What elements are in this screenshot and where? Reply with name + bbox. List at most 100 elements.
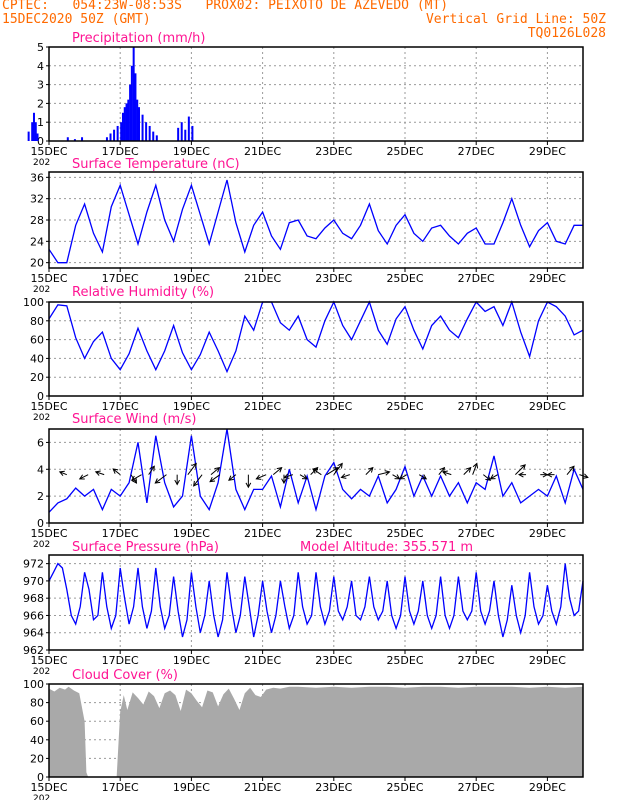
wind-arrow-head	[384, 470, 391, 476]
wind-arrow-head	[582, 473, 589, 479]
y-tick-label: 60	[30, 715, 44, 728]
x-tick-label: 29DEC	[529, 272, 566, 285]
y-tick-label: 964	[23, 627, 44, 640]
y-tick-label: 4	[37, 463, 44, 476]
wind-arrow-head	[472, 462, 479, 469]
x-tick-label: 19DEC	[173, 145, 210, 158]
panel-title: Precipitation (mm/h)	[72, 31, 205, 46]
y-tick-label: 0	[37, 135, 44, 148]
wind-arrow-head	[337, 462, 343, 469]
y-tick-label: 1	[37, 116, 44, 129]
y-tick-label: 100	[23, 296, 44, 309]
wind-arrow	[95, 471, 105, 476]
x-tick-label: 23DEC	[315, 781, 352, 794]
precip-bar	[138, 107, 140, 141]
wind-arrow-head	[112, 468, 119, 474]
precip-bar	[121, 112, 124, 141]
precip-bar	[120, 122, 123, 141]
y-tick-label: 36	[30, 171, 44, 184]
wind-arrow	[399, 474, 408, 480]
wind-arrow	[378, 471, 390, 476]
x-tick-label: 21DEC	[244, 781, 281, 794]
precip-bar	[177, 127, 180, 141]
header-model: TQ0126L028	[527, 26, 606, 41]
wind-arrow-head	[485, 475, 492, 481]
y-tick-label: 80	[30, 697, 44, 710]
wind-arrow	[566, 465, 575, 475]
precip-bar	[113, 129, 116, 141]
precip-bar	[125, 103, 128, 141]
y-tick-label: 80	[30, 315, 44, 328]
x-tick-label: 25DEC	[386, 145, 423, 158]
wind-arrow	[79, 474, 89, 480]
panel-title: Surface Wind (m/s)	[72, 412, 196, 427]
wind-arrow-head	[301, 474, 308, 480]
wind-arrow-head	[283, 473, 290, 479]
x-tick-label: 27DEC	[458, 527, 495, 540]
wind-arrow	[299, 474, 308, 480]
wind-arrow-head	[517, 471, 524, 478]
x-tick-label: 25DEC	[386, 527, 423, 540]
precip-bar	[27, 131, 30, 141]
wind-arrow-head	[130, 475, 137, 481]
y-tick-label: 0	[37, 390, 44, 403]
wind-arrow-head	[245, 482, 252, 489]
precip-bar	[130, 65, 133, 141]
y-tick-label: 0	[37, 771, 44, 784]
wind-arrow	[392, 474, 400, 480]
wind-arrow	[154, 474, 167, 484]
panel-frame	[48, 428, 584, 524]
series-line	[48, 179, 583, 264]
y-tick-label: 970	[23, 575, 44, 588]
y-tick-label: 28	[30, 214, 44, 227]
precip-bar	[152, 131, 155, 141]
precip-bar	[148, 125, 151, 141]
precip-bar	[191, 125, 194, 141]
wind-arrow-head	[439, 466, 446, 473]
precip-bar	[136, 99, 139, 141]
model-altitude-label: Model Altitude: 355.571 m	[300, 540, 473, 555]
wind-arrow-head	[281, 478, 287, 485]
y-tick-label: 972	[23, 558, 44, 571]
precip-bar	[127, 99, 130, 141]
x-tick-label: 25DEC	[386, 654, 423, 667]
wind-arrow-head	[255, 474, 262, 480]
wind-arrow-head	[398, 474, 405, 480]
x-tick-label: 19DEC	[173, 654, 210, 667]
precip-bar	[145, 122, 148, 141]
wind-arrow-head	[78, 474, 85, 480]
wind-arrow	[228, 474, 237, 481]
precip-bar	[36, 133, 39, 141]
y-tick-label: 40	[30, 352, 44, 365]
series-line	[48, 562, 584, 638]
wind-arrow-head	[489, 474, 496, 480]
y-tick-label: 24	[30, 235, 44, 248]
x-tick-label: 21DEC	[244, 145, 281, 158]
panel-frame	[48, 46, 584, 142]
x-tick-label: 17DEC	[102, 654, 139, 667]
wind-arrow-head	[94, 470, 101, 476]
x-tick-label: 15DEC	[30, 145, 67, 158]
x-tick-label: 17DEC	[102, 272, 139, 285]
y-tick-label: 2	[37, 490, 44, 503]
wind-arrow-head	[312, 468, 318, 474]
precip-bar	[180, 122, 183, 141]
wind-arrow-head	[340, 473, 347, 479]
precip-bar	[105, 137, 108, 141]
x-tick-label: 15DEC	[30, 781, 67, 794]
precip-bar	[34, 122, 37, 141]
x-tick-label: 27DEC	[458, 272, 495, 285]
panel-frame	[48, 301, 584, 397]
x-tick-label: 25DEC	[386, 781, 423, 794]
precip-bar	[123, 107, 126, 141]
wind-arrow-head	[228, 475, 234, 481]
x-year-label: 202	[33, 158, 50, 168]
y-tick-label: 20	[30, 752, 44, 765]
wind-arrow-head	[569, 465, 575, 472]
x-tick-label: 25DEC	[386, 272, 423, 285]
x-tick-label: 23DEC	[315, 145, 352, 158]
wind-arrow-head	[58, 470, 65, 477]
precip-bar	[155, 135, 158, 141]
y-tick-label: 2	[37, 97, 44, 110]
